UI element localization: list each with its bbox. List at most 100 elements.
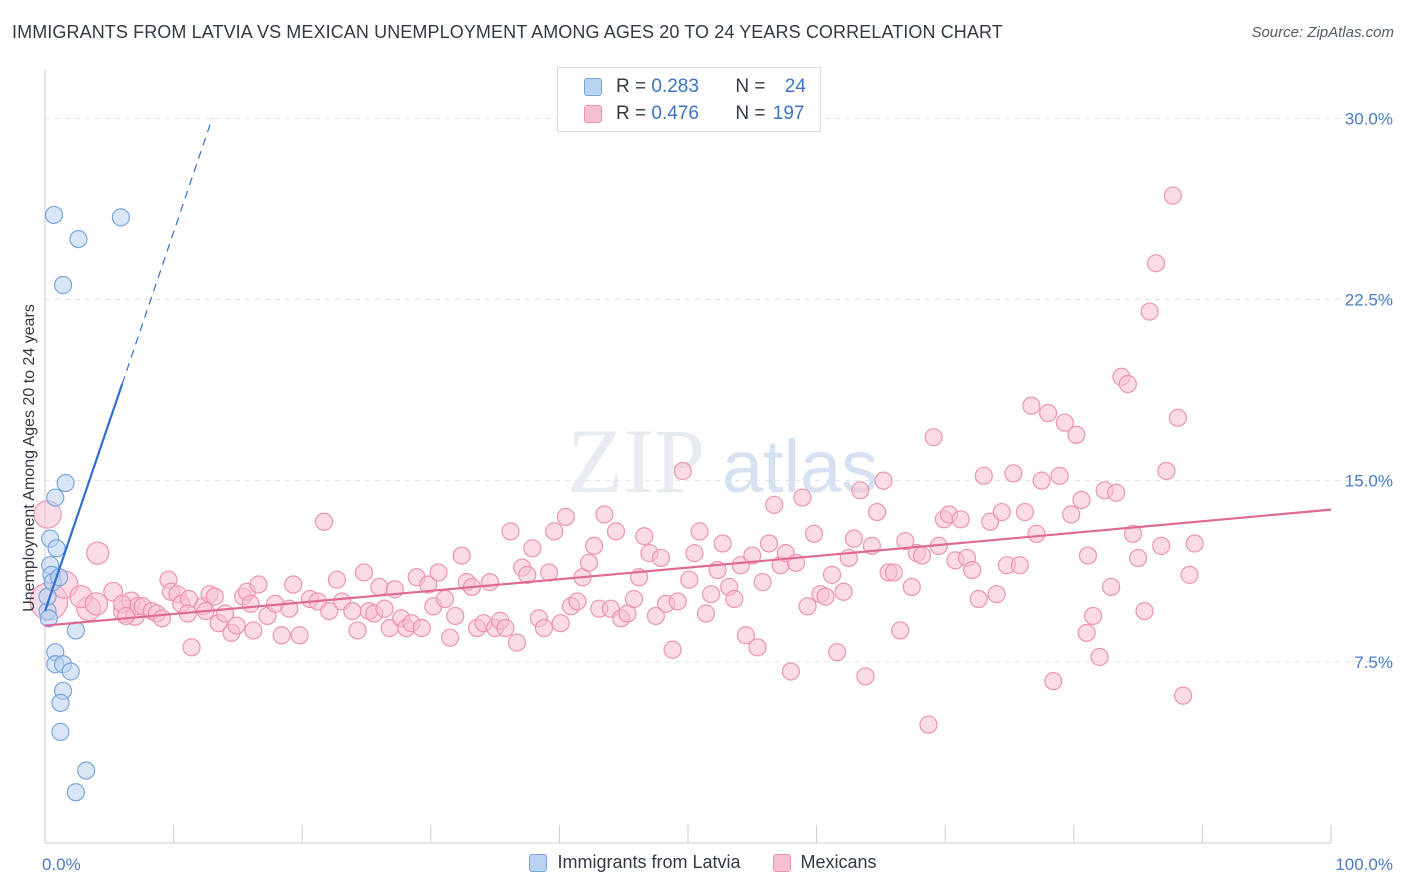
mexican-point xyxy=(834,582,853,601)
mexican-point xyxy=(152,609,172,628)
latvia-trend-line xyxy=(43,383,124,612)
bottom-legend-mexicans: Mexicans xyxy=(772,852,877,873)
mexican-point xyxy=(540,563,559,582)
mexican-point xyxy=(1090,647,1109,667)
mexican-point xyxy=(1038,403,1058,423)
mexican-point xyxy=(1078,546,1098,565)
bottom-legend: Immigrants from Latvia Mexicans xyxy=(0,852,1406,873)
mexican-point xyxy=(1180,565,1199,584)
bottom-legend-latvia: Immigrants from Latvia xyxy=(529,852,741,873)
mexican-point xyxy=(1032,471,1051,490)
chart-title: IMMIGRANTS FROM LATVIA VS MEXICAN UNEMPL… xyxy=(12,22,1003,42)
y-tick-label: 15.0% xyxy=(1345,472,1393,491)
mexican-point xyxy=(981,512,1000,531)
mexican-point xyxy=(579,553,599,572)
mexican-point xyxy=(759,534,779,553)
mexican-point xyxy=(480,573,500,592)
mexican-point xyxy=(896,531,915,551)
mexican-point xyxy=(668,592,687,611)
mexican-point xyxy=(822,565,842,584)
mexican-point xyxy=(227,616,246,635)
mexican-point xyxy=(781,662,800,681)
mexican-point xyxy=(440,628,460,647)
mexican-point xyxy=(635,527,654,546)
mexican-point xyxy=(84,592,109,616)
x-tick-label: 0.0% xyxy=(42,855,81,874)
mexican-point xyxy=(663,640,682,659)
mexican-point xyxy=(545,522,564,541)
mexican-point xyxy=(86,541,110,565)
x-tick-label: 100.0% xyxy=(1335,855,1393,874)
mexican-point xyxy=(1062,505,1081,524)
mexican-point xyxy=(685,544,704,563)
mexican-point xyxy=(1107,483,1126,502)
mexican-point xyxy=(891,621,910,640)
mexican-point xyxy=(1015,502,1035,522)
mexican-point xyxy=(435,589,455,609)
mexican-point xyxy=(816,587,835,606)
mexican-point xyxy=(507,633,527,652)
mexican-point xyxy=(1004,464,1023,483)
mexican-point xyxy=(551,614,570,633)
mexican-point xyxy=(314,512,334,531)
mexican-point xyxy=(987,585,1006,604)
mexican-point xyxy=(680,570,699,589)
mexican-point xyxy=(884,563,903,582)
mexican-point xyxy=(595,505,614,524)
mexican-point xyxy=(327,570,347,589)
mexican-point xyxy=(1152,536,1171,555)
latvia-point xyxy=(66,621,85,640)
y-tick-label: 30.0% xyxy=(1345,109,1393,128)
y-tick-label: 7.5% xyxy=(1354,653,1393,672)
mexican-point xyxy=(765,495,784,514)
mexican-point xyxy=(244,621,263,640)
latvia-point xyxy=(77,761,96,780)
mexican-point xyxy=(651,548,671,568)
mexican-point xyxy=(320,601,339,621)
mexican-point xyxy=(1185,534,1204,553)
latvia-point xyxy=(69,229,88,249)
mexican-point xyxy=(844,529,863,548)
latvia-point xyxy=(51,722,70,741)
mexican-point xyxy=(354,563,374,582)
latvia-points xyxy=(38,205,130,802)
legend-n-label: N = xyxy=(735,76,771,97)
mexican-point xyxy=(1101,577,1121,597)
mexican-point xyxy=(446,606,465,626)
y-tick-label: 22.5% xyxy=(1345,290,1393,309)
mexican-point xyxy=(1072,490,1091,510)
mexican-point xyxy=(804,524,824,543)
axes xyxy=(44,70,1332,844)
mexican-point xyxy=(241,594,260,613)
legend-r-label: R = xyxy=(616,103,652,124)
mexican-point xyxy=(348,621,367,640)
mexican-point xyxy=(1128,548,1148,568)
mexican-point xyxy=(793,488,812,507)
mexican-point xyxy=(713,534,732,553)
legend: R = 0.283 N = 24 R = 0.476 N = 197 xyxy=(557,67,821,132)
y-tick-labels: 7.5% 15.0% 22.5% 30.0% xyxy=(1345,109,1393,672)
mexican-point xyxy=(1050,466,1069,485)
mexican-point xyxy=(116,606,136,626)
mexican-point xyxy=(646,606,665,626)
mexican-point xyxy=(924,428,943,447)
mexican-point xyxy=(856,667,875,686)
mexican-point xyxy=(1010,556,1029,575)
latvia-point xyxy=(66,783,85,802)
mexican-point xyxy=(696,604,716,623)
mexican-point xyxy=(1118,374,1137,394)
mexican-point xyxy=(1077,623,1096,642)
mexican-point xyxy=(370,577,389,597)
mexican-point xyxy=(1083,606,1103,626)
mexican-point xyxy=(343,601,362,621)
latvia-trend-extension xyxy=(121,118,213,385)
mexican-point xyxy=(743,546,762,565)
legend-n-label: N = xyxy=(735,103,771,124)
mexican-point xyxy=(798,597,817,616)
mexican-point xyxy=(1055,413,1074,432)
mexican-point xyxy=(1147,254,1166,273)
mexican-point xyxy=(725,589,744,609)
latvia-point xyxy=(61,662,80,681)
mexican-point xyxy=(731,556,750,575)
